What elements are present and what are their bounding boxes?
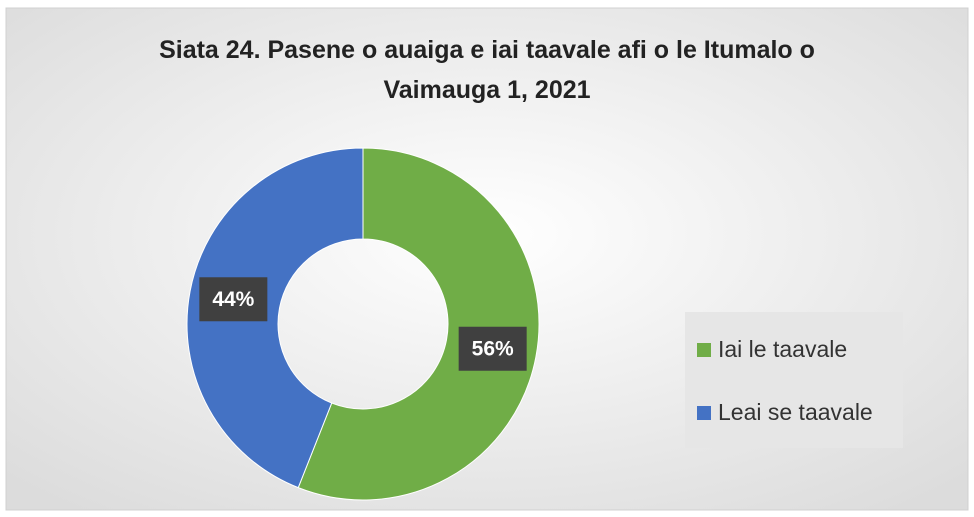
data-label-box: [199, 277, 268, 322]
donut-slice: [297, 147, 540, 501]
legend-box: [685, 312, 903, 448]
donut-slice: [186, 147, 364, 489]
chart-title: Siata 24. Pasene o auaiga e iai taavale …: [159, 36, 815, 104]
legend-swatch: [697, 406, 711, 420]
data-label: 56%: [472, 337, 514, 360]
legend-swatch: [697, 343, 711, 357]
data-label: 44%: [212, 288, 254, 311]
legend-label: Leai se taavale: [718, 399, 873, 425]
data-label-box: [458, 326, 527, 371]
legend-label: Iai le taavale: [718, 336, 847, 362]
